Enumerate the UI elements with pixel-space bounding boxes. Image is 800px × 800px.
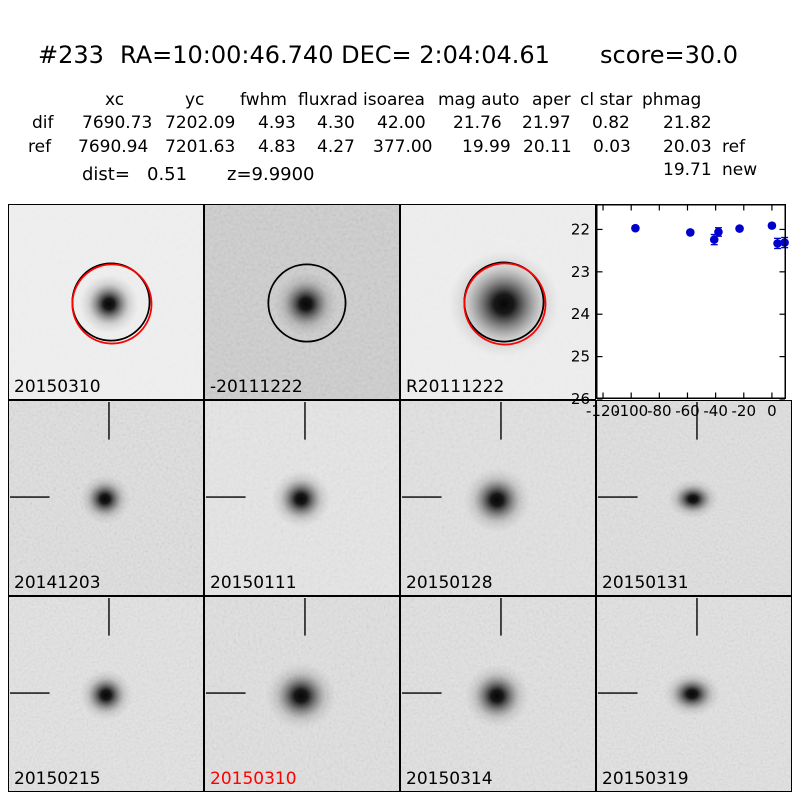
dif-yc: 7202.09 (165, 113, 236, 133)
cutout-image (9, 401, 203, 595)
panel-date-label: 20150314 (406, 769, 493, 789)
panel-20150128: 20150128 (400, 400, 596, 596)
dif-aper: 21.97 (522, 113, 571, 133)
ref-yc: 7201.63 (165, 137, 236, 157)
svg-text:-80: -80 (647, 402, 672, 420)
svg-text:22: 22 (571, 220, 590, 238)
redshift-value: z=9.9900 (227, 164, 315, 185)
svg-text:-100: -100 (614, 402, 648, 420)
col-header-yc: yc (185, 90, 205, 110)
dif-fwhm: 4.93 (258, 113, 296, 133)
panel-new-diff-20150310: 20150310 (8, 204, 204, 400)
ref-fluxrad: 4.27 (317, 137, 355, 157)
svg-text:-60: -60 (675, 402, 700, 420)
ref-phmag: 20.03 (663, 137, 712, 157)
panel-20150314: 20150314 (400, 596, 596, 792)
object-id: #233 (38, 41, 104, 69)
panel-20150111: 20150111 (204, 400, 400, 596)
svg-text:-20: -20 (732, 402, 757, 420)
col-header-xc: xc (105, 90, 125, 110)
score-value: score=30.0 (600, 41, 739, 69)
light-curve-panel: -120 -100 -80 -60 -40 -20 0 22 23 24 25 26 (571, 204, 792, 420)
panel-date-label: 20150128 (406, 573, 493, 593)
cutout-image (205, 401, 399, 595)
panel-date-label: 20150131 (602, 573, 689, 593)
panel-date-label: 20150310 (210, 769, 297, 789)
col-header-isoarea: isoarea (363, 90, 425, 110)
light-curve-plot: -120-100-80 -60 -40 -20 0 22 23 24 25 26 (571, 204, 789, 420)
panel-date-label: R20111222 (406, 377, 505, 397)
ref-mag-auto: 19.99 (462, 137, 511, 157)
col-header-mag-auto: mag auto (438, 90, 520, 110)
new-phmag-suffix: new (722, 160, 758, 180)
row-label-dif: dif (32, 113, 54, 133)
cutout-image (597, 401, 791, 595)
dif-fluxrad: 4.30 (317, 113, 355, 133)
panel-20150319: 20150319 (596, 596, 792, 792)
cutout-image (205, 597, 399, 791)
dif-isoarea: 42.00 (377, 113, 426, 133)
cutout-image (401, 401, 595, 595)
panel-20150215: 20150215 (8, 596, 204, 792)
svg-text:-40: -40 (703, 402, 728, 420)
ref-aper: 20.11 (523, 137, 572, 157)
ref-phmag-suffix: ref (722, 137, 746, 157)
svg-text:26: 26 (571, 390, 590, 408)
panel-ref-R20111222: R20111222 (400, 204, 596, 400)
svg-text:24: 24 (571, 305, 590, 323)
panel-date-label: -20111222 (210, 377, 303, 397)
cutout-grid: 20150310 -20111222 R20111222 -120 -100 -80… (8, 204, 792, 792)
dist-value: 0.51 (147, 164, 188, 185)
col-header-fluxrad: fluxrad (298, 90, 358, 110)
ref-xc: 7690.94 (78, 137, 149, 157)
cutout-image (9, 597, 203, 791)
cutout-image (401, 597, 595, 791)
col-header-fwhm: fwhm (240, 90, 287, 110)
ref-isoarea: 377.00 (373, 137, 433, 157)
cutout-image (401, 205, 595, 399)
ref-fwhm: 4.83 (258, 137, 296, 157)
panel-date-label: 20150310 (14, 377, 101, 397)
cutout-image (597, 597, 791, 791)
panel-20141203: 20141203 (8, 400, 204, 596)
panel-date-label: 20150111 (210, 573, 297, 593)
panel-ref-neg-20111222: -20111222 (204, 204, 400, 400)
cutout-image (205, 205, 399, 399)
panel-20150131: 20150131 (596, 400, 792, 596)
dif-cl-star: 0.82 (592, 113, 630, 133)
dif-xc: 7690.73 (82, 113, 153, 133)
row-label-ref: ref (28, 137, 52, 157)
coordinates: RA=10:00:46.740 DEC= 2:04:04.61 (120, 41, 550, 69)
svg-text:0: 0 (767, 402, 777, 420)
col-header-aper: aper (532, 90, 571, 110)
panel-detection-20150310: 20150310 (204, 596, 400, 792)
dist-label: dist= (82, 164, 130, 185)
col-header-cl-star: cl star (580, 90, 633, 110)
panel-date-label: 20150215 (14, 769, 101, 789)
cutout-image (9, 205, 203, 399)
svg-text:23: 23 (571, 263, 590, 281)
panel-date-label: 20141203 (14, 573, 101, 593)
col-header-phmag: phmag (642, 90, 702, 110)
panel-date-label: 20150319 (602, 769, 689, 789)
svg-text:25: 25 (571, 348, 590, 366)
new-phmag: 19.71 (663, 160, 712, 180)
ref-cl-star: 0.03 (593, 137, 631, 157)
dif-phmag: 21.82 (663, 113, 712, 133)
svg-text:-120: -120 (586, 402, 620, 420)
dif-mag-auto: 21.76 (453, 113, 502, 133)
